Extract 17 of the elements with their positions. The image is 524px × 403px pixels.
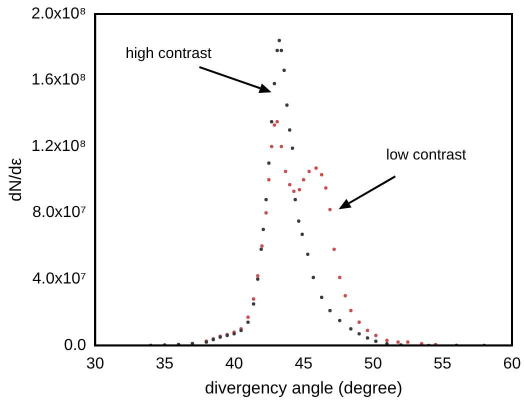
y-tick-label: 1.2x10⁸ [31,138,86,155]
x-tick-label: 40 [225,355,244,372]
annotation: low contrast [386,146,467,164]
y-tick-label: 4.0x10⁷ [32,270,86,288]
y-tick-label: 2.0x10⁸ [31,5,86,22]
y-tick-label: 0.0 [64,336,86,354]
x-tick-label: 45 [294,355,313,372]
x-tick-label: 50 [364,355,382,372]
y-tick-label: 8.0x10⁷ [32,204,86,222]
y-axis-title: dN/dε [6,158,25,202]
x-axis-title: divergency angle (degree) [204,378,402,398]
annotation: high contrast [126,44,212,62]
y-tick-label: 1.6x10⁸ [31,72,86,89]
x-tick-label: 60 [503,355,521,372]
x-tick-label: 35 [156,355,174,372]
x-tick-label: 55 [434,355,452,372]
x-tick-label: 30 [86,355,104,372]
